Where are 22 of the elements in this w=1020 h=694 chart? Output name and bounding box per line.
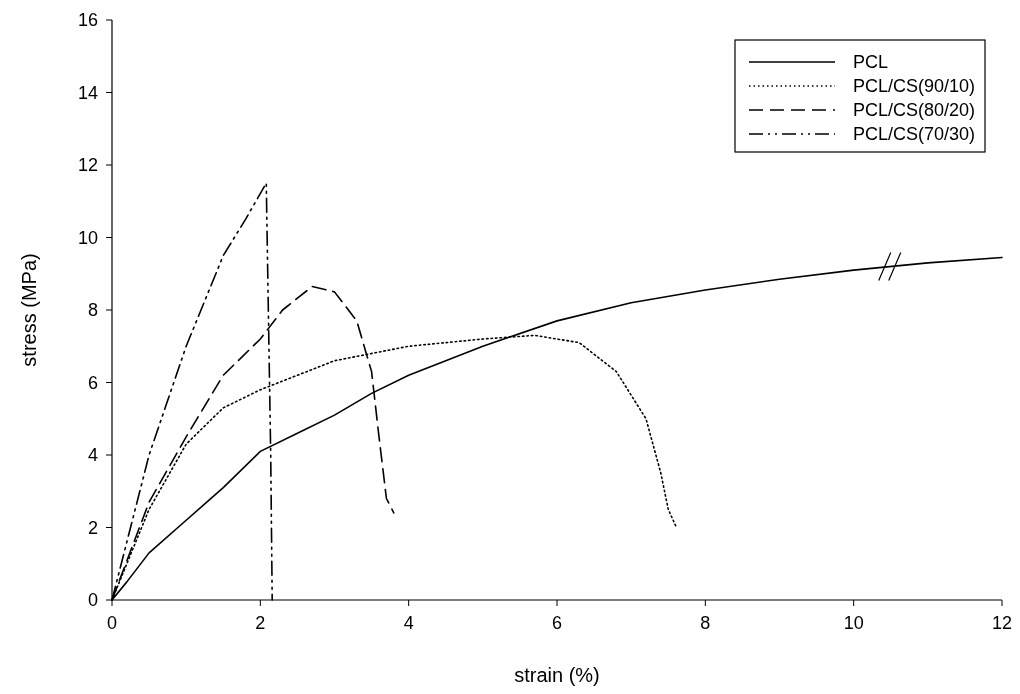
y-tick-label: 6 xyxy=(87,372,98,393)
x-tick-label: 2 xyxy=(255,613,266,633)
x-tick-label: 4 xyxy=(403,613,414,633)
legend-label: PCL/CS(70/30) xyxy=(853,124,976,144)
legend-label: PCL xyxy=(853,52,889,72)
x-tick-label: 0 xyxy=(106,613,118,633)
legend-label: PCL/CS(90/10) xyxy=(853,76,976,96)
y-tick-label: 2 xyxy=(87,517,98,538)
y-tick-label: 16 xyxy=(77,10,98,30)
y-axis-title: stress (MPa) xyxy=(18,253,40,367)
x-tick-label: 8 xyxy=(700,613,711,633)
x-tick-label: 10 xyxy=(843,613,864,633)
x-tick-label: 6 xyxy=(551,613,563,633)
y-tick-label: 8 xyxy=(87,300,98,320)
y-tick-label: 4 xyxy=(87,445,98,465)
x-tick-label: 12 xyxy=(991,613,1013,633)
legend-label: PCL/CS(80/20) xyxy=(853,100,976,120)
x-axis-title: strain (%) xyxy=(514,664,600,686)
y-tick-label: 10 xyxy=(77,227,98,248)
y-tick-label: 14 xyxy=(77,82,98,103)
y-tick-label: 0 xyxy=(87,590,98,610)
y-tick-label: 12 xyxy=(77,155,98,175)
